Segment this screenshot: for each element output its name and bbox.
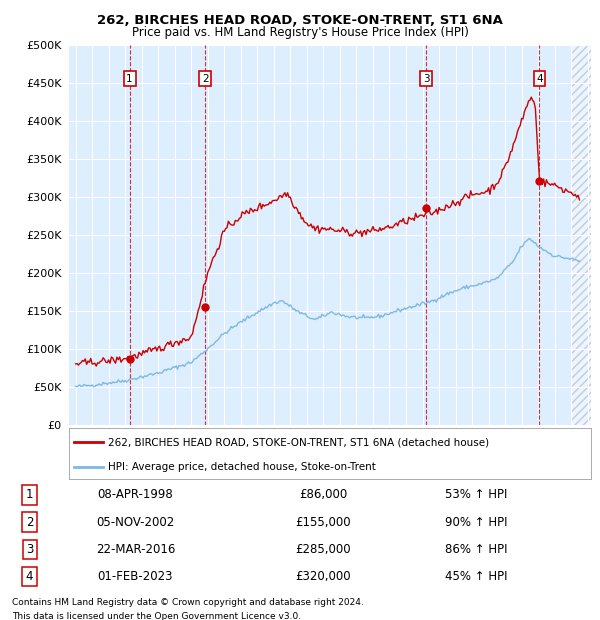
Text: 45% ↑ HPI: 45% ↑ HPI [445,570,508,583]
Text: 3: 3 [423,74,430,84]
Text: 53% ↑ HPI: 53% ↑ HPI [445,489,508,501]
Text: 90% ↑ HPI: 90% ↑ HPI [445,516,508,528]
Text: 01-FEB-2023: 01-FEB-2023 [98,570,173,583]
Text: 4: 4 [26,570,33,583]
Text: 08-APR-1998: 08-APR-1998 [97,489,173,501]
Text: Price paid vs. HM Land Registry's House Price Index (HPI): Price paid vs. HM Land Registry's House … [131,26,469,39]
Text: 2: 2 [202,74,208,84]
Text: 4: 4 [536,74,543,84]
Text: 86% ↑ HPI: 86% ↑ HPI [445,543,508,556]
Bar [571,45,591,425]
Text: £155,000: £155,000 [296,516,352,528]
Text: 05-NOV-2002: 05-NOV-2002 [96,516,175,528]
Text: 1: 1 [26,489,33,501]
Text: £285,000: £285,000 [296,543,352,556]
Text: 262, BIRCHES HEAD ROAD, STOKE-ON-TRENT, ST1 6NA: 262, BIRCHES HEAD ROAD, STOKE-ON-TRENT, … [97,14,503,27]
Text: £86,000: £86,000 [299,489,347,501]
Text: HPI: Average price, detached house, Stoke-on-Trent: HPI: Average price, detached house, Stok… [108,463,376,472]
Text: 3: 3 [26,543,33,556]
Text: 1: 1 [127,74,133,84]
Text: £320,000: £320,000 [296,570,352,583]
Text: 2: 2 [26,516,33,528]
Text: Contains HM Land Registry data © Crown copyright and database right 2024.: Contains HM Land Registry data © Crown c… [12,598,364,608]
Text: 262, BIRCHES HEAD ROAD, STOKE-ON-TRENT, ST1 6NA (detached house): 262, BIRCHES HEAD ROAD, STOKE-ON-TRENT, … [108,437,489,447]
Text: 22-MAR-2016: 22-MAR-2016 [95,543,175,556]
Bar [571,45,591,425]
Text: This data is licensed under the Open Government Licence v3.0.: This data is licensed under the Open Gov… [12,612,301,620]
